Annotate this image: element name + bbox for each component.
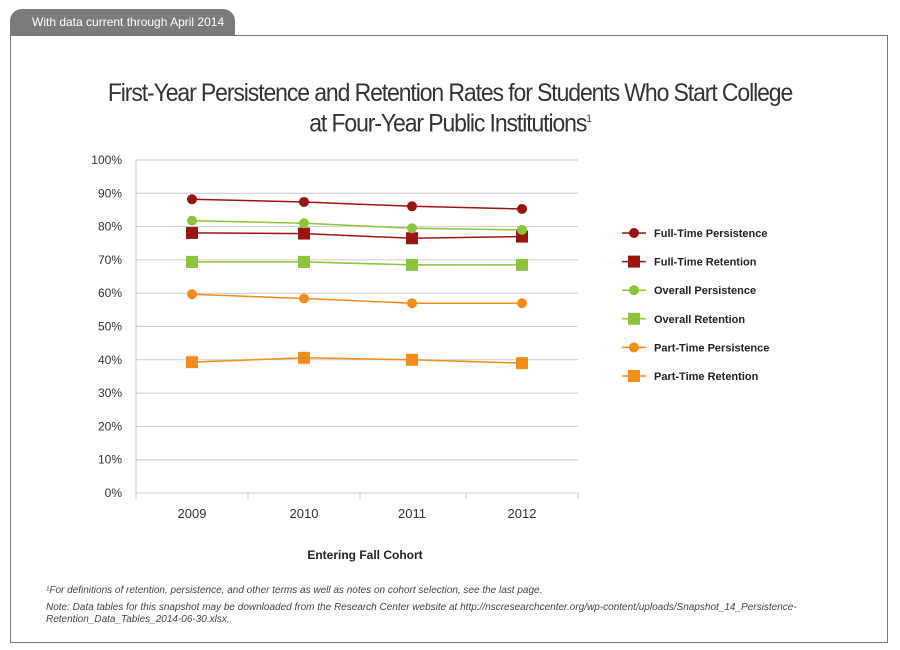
y-tick-label: 50% [98,320,122,334]
data-point [407,298,417,309]
series-line [191,198,523,210]
data-point [407,223,417,234]
data-point [299,218,309,229]
y-tick-label: 0% [105,486,123,500]
legend-marker [629,228,639,238]
data-point [406,353,418,366]
legend-label: Full-Time Retention [654,257,757,269]
legend-label: Part-Time Persistence [654,342,769,354]
data-point [407,201,417,212]
title-superscript: 1 [586,113,592,125]
x-tick-label: 2012 [508,506,537,521]
title-line-1: First-Year Persistence and Retention Rat… [107,79,793,107]
legend-marker [629,342,639,353]
header-tab: With data current through April 2014 [10,9,235,35]
data-point [517,298,527,309]
y-tick-label: 70% [98,253,122,267]
data-point [517,224,527,235]
series-line [191,232,523,240]
y-tick-label: 100% [91,153,122,167]
legend-label: Part-Time Retention [654,371,759,383]
legend-label: Overall Retention [654,314,745,326]
legend-marker [628,312,640,325]
data-point [299,196,309,207]
data-point [299,293,309,304]
series-line [191,357,523,364]
chart-frame [10,35,888,643]
data-point [298,255,310,268]
y-tick-label: 30% [98,386,122,400]
y-tick-label: 90% [98,186,122,200]
data-point [186,356,198,369]
legend-marker [628,370,640,382]
series-line [191,219,523,231]
y-tick-label: 10% [98,453,122,467]
y-tick-label: 20% [98,419,122,433]
series-line [191,293,522,304]
data-point [187,194,197,205]
legend-label: Overall Persistence [654,285,756,297]
data-point [406,258,418,271]
legend-marker [629,285,639,296]
legend-label: Full-Time Persistence [654,228,768,240]
data-point [187,289,197,300]
data-point [187,215,197,226]
data-point [298,351,310,364]
legend-marker [628,255,640,268]
data-point [406,232,418,245]
data-point [516,357,528,370]
chart-title: First-Year Persistence and Retention Rat… [36,80,864,136]
title-line-2: at Four-Year Public Institutions [309,109,587,138]
data-point [298,227,310,240]
data-point [186,226,198,239]
data-point [186,255,198,268]
y-tick-label: 60% [98,286,122,300]
x-tick-label: 2011 [398,506,426,521]
y-tick-label: 40% [98,353,122,367]
x-axis-label: Entering Fall Cohort [307,548,423,562]
footnote-1: ¹For definitions of retention, persisten… [46,585,543,596]
footnote-note: Note: Data tables for this snapshot may … [46,602,797,625]
x-tick-label: 2009 [178,506,207,521]
data-point [517,203,527,214]
y-tick-label: 80% [98,220,122,234]
x-tick-label: 2010 [290,506,319,521]
series-line [192,261,522,266]
data-point [516,258,528,271]
